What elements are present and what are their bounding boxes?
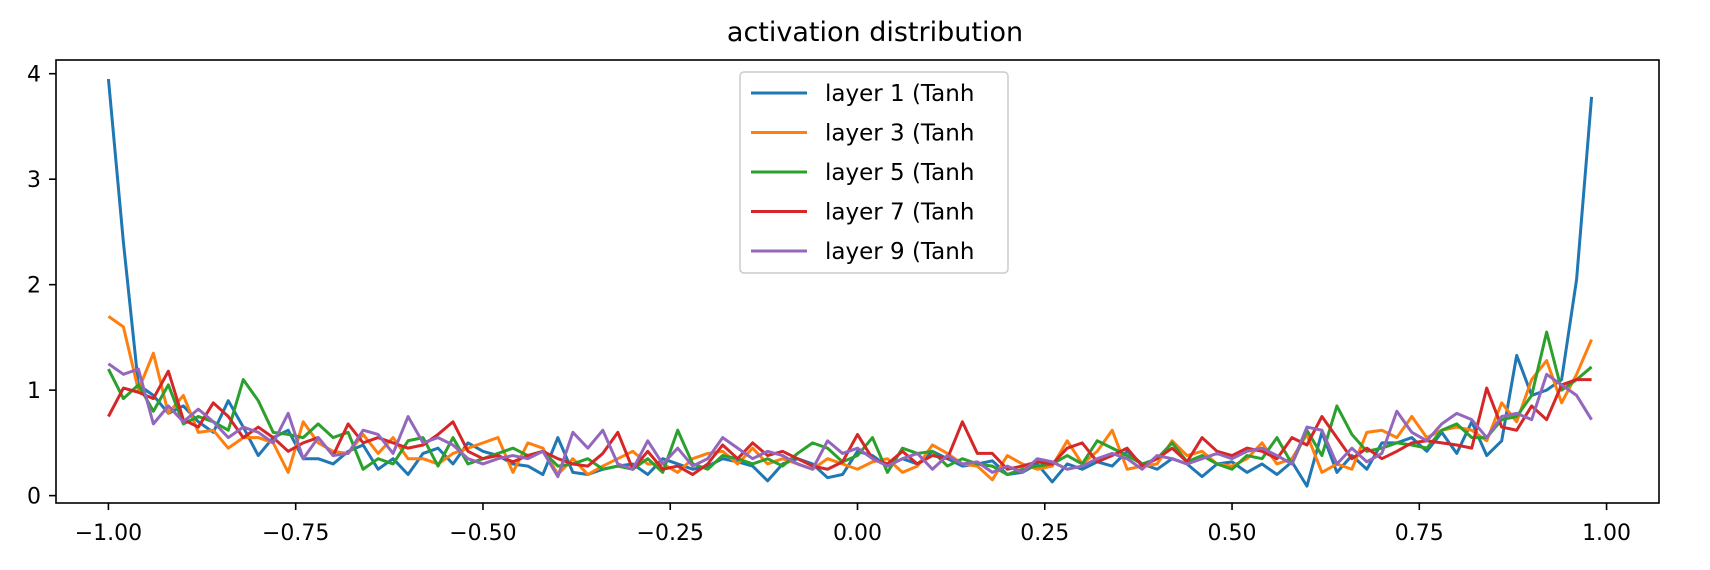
legend: layer 1 (Tanh layer 3 (Tanh layer 5 (Tanh l… [739, 71, 1009, 274]
legend-label: layer 7 (Tanh [825, 200, 974, 226]
y-tick-label: 4 [27, 63, 41, 88]
legend-label: layer 1 (Tanh [825, 81, 974, 107]
series-line-layer-5 [107, 330, 1593, 477]
legend-entry: layer 9 (Tanh [751, 239, 974, 265]
legend-label: layer 9 (Tanh [825, 239, 974, 265]
legend-label: layer 3 (Tanh [825, 121, 974, 147]
x-tick-label: −1.00 [75, 521, 142, 546]
x-tick-label: 0.75 [1395, 521, 1444, 546]
x-tick-label: 1.00 [1582, 521, 1631, 546]
x-tick-label: 0.00 [833, 521, 882, 546]
x-tick-label: −0.25 [637, 521, 704, 546]
x-tick-label: 0.25 [1020, 521, 1069, 546]
legend-entry: layer 3 (Tanh [751, 121, 974, 147]
x-tick-label: −0.50 [449, 521, 516, 546]
legend-entry: layer 7 (Tanh [751, 200, 974, 226]
x-tick-label: −0.75 [262, 521, 329, 546]
y-tick-label: 2 [27, 274, 41, 299]
legend-entry: layer 1 (Tanh [751, 81, 974, 107]
legend-box [739, 71, 1009, 274]
x-tick-label: 0.50 [1208, 521, 1257, 546]
y-axis: 0 1 2 3 4 [27, 63, 56, 510]
x-axis: −1.00 −0.75 −0.50 −0.25 0.00 0.25 0.50 0.75 1.00 [75, 503, 1631, 546]
chart-title: activation distribution [727, 17, 1023, 48]
series-line-layer-9 [107, 362, 1593, 479]
series-layer [106, 78, 1594, 488]
legend-label: layer 5 (Tanh [825, 160, 974, 186]
y-tick-label: 0 [27, 485, 41, 510]
y-tick-label: 1 [27, 379, 41, 404]
y-tick-label: 3 [27, 168, 41, 193]
series-line-layer-7 [107, 369, 1592, 477]
legend-entry: layer 5 (Tanh [751, 160, 974, 186]
